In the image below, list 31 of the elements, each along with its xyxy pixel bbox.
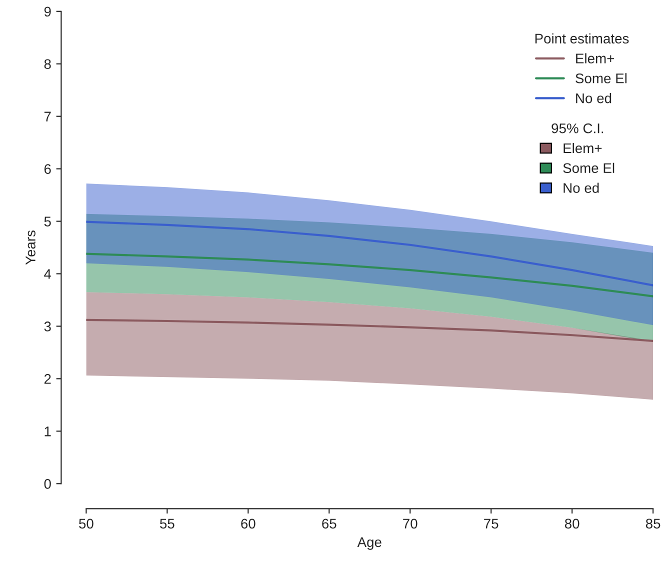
annotation: 95% C.I. [552,123,604,134]
legend-label: Some El [563,162,614,174]
y-tick-label: 7 [44,112,51,122]
y-tick-label: 4 [44,269,52,279]
y-tick-label: 6 [44,164,51,174]
legend-label: Elem+ [564,142,602,154]
y-tick-label: 0 [44,478,51,489]
y-tick-label: 1 [44,426,51,436]
legend-title: Point estimates [535,33,629,44]
text: No ed [576,93,612,104]
line-series [86,220,654,286]
x-tick-label: 50 [79,518,94,529]
x-tick-label: 55 [160,518,174,529]
y-tick-label: 9 [44,6,51,17]
text: Elem+ [576,53,614,64]
y-axis-title: Years [26,230,36,265]
x-tick-label: 70 [403,518,418,529]
line-series [86,252,654,298]
x-tick-label: 85 [646,518,660,529]
x-tick-label: 75 [484,518,498,529]
line-series [86,318,654,342]
text: Some El [576,73,627,84]
x-tick-label: 65 [322,518,336,529]
y-tick-label: 8 [44,59,51,70]
x-tick-label: 80 [564,518,580,529]
legend-label: No ed [564,182,599,193]
x-axis-title: Age [357,537,382,550]
y-tick-label: 2 [44,374,51,384]
y-tick-label: 5 [44,216,51,226]
x-tick-label: 60 [241,518,256,529]
y-tick-label: 3 [44,322,51,332]
